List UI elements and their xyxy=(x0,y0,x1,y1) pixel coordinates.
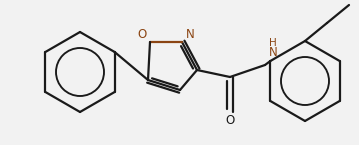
Text: H: H xyxy=(269,38,277,48)
Text: N: N xyxy=(269,47,278,59)
Text: N: N xyxy=(186,29,194,41)
Text: O: O xyxy=(225,114,235,126)
Text: O: O xyxy=(137,29,146,41)
